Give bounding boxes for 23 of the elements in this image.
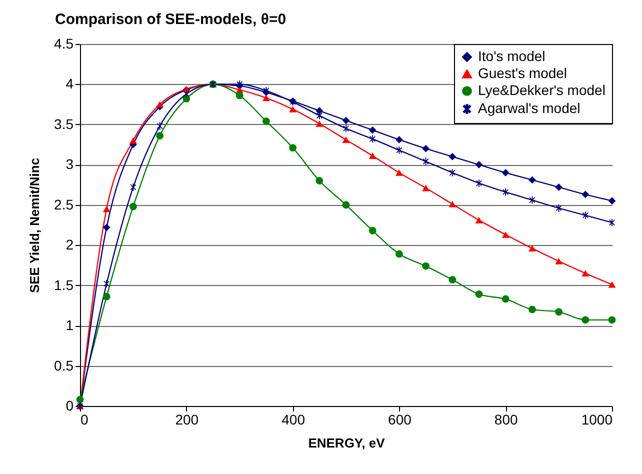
y-tick-label: 2.5 <box>54 196 74 212</box>
chart-title: Comparison of SEE-models, θ=0 <box>55 11 286 28</box>
y-tick-label: 0 <box>66 398 74 414</box>
y-tick-label: 1 <box>66 317 74 334</box>
x-tick-label: 0 <box>80 412 88 428</box>
y-tick-label: 1.5 <box>54 276 74 293</box>
y-tick-label: 3.5 <box>54 116 74 132</box>
y-tick-label: 2 <box>66 236 74 253</box>
legend-label: Agarwal's model <box>478 100 580 116</box>
y-tick-label: 4 <box>66 76 74 92</box>
y-tick-label: 3 <box>66 156 74 172</box>
legend-label: Guest's model <box>478 65 568 81</box>
legend-label: Ito's model <box>478 48 546 64</box>
legend-label: Lye&Dekker's model <box>478 82 606 98</box>
x-axis-title: ENERGY, eV <box>308 436 386 450</box>
y-tick-label: 4.5 <box>54 36 74 52</box>
x-tick-label: 1000 <box>581 412 613 428</box>
y-tick-label: 0.5 <box>54 357 74 374</box>
x-tick-label: 200 <box>175 412 199 428</box>
y-axis-title: SEE Yield, Nemit/Ninc <box>27 158 42 294</box>
x-tick-label: 400 <box>282 412 306 428</box>
x-tick-label: 600 <box>388 412 412 428</box>
x-tick-label: 800 <box>494 412 518 428</box>
